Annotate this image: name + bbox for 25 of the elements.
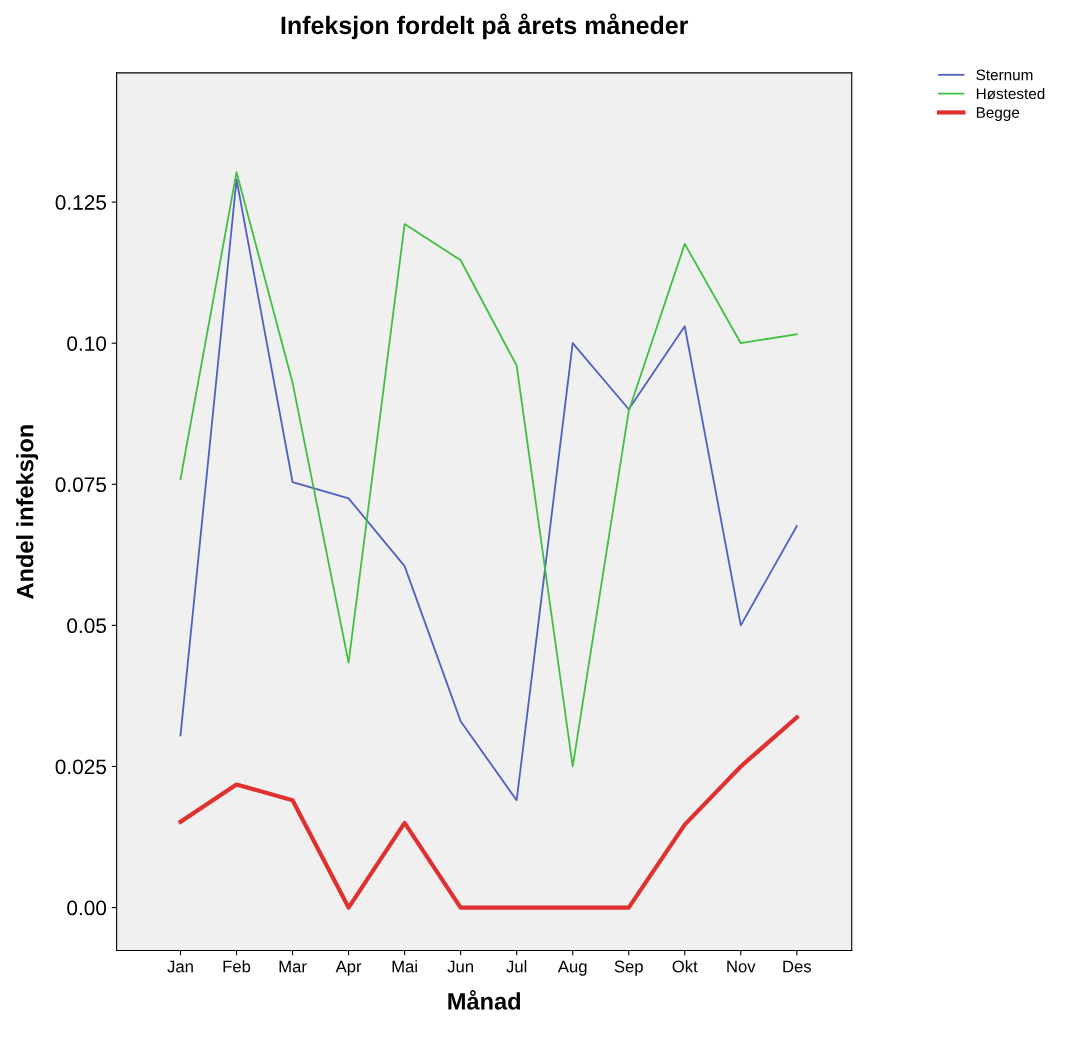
chart-title: Infeksjon fordelt på årets måneder bbox=[281, 13, 689, 40]
line-series bbox=[178, 715, 799, 910]
x-tick-label: Aug bbox=[557, 960, 587, 976]
y-tick-label: 0.10 bbox=[67, 336, 107, 351]
x-tick-label: Nov bbox=[727, 960, 756, 973]
x-tick-label: Mai bbox=[392, 960, 417, 973]
x-tick-label: Des bbox=[783, 960, 812, 973]
y-tick-label: 0.05 bbox=[67, 618, 107, 634]
y-tick-label: 0.125 bbox=[55, 195, 107, 210]
x-tick-label: Okt bbox=[672, 960, 698, 973]
x-tick-label: Feb bbox=[223, 960, 251, 973]
y-tick-label: 0.075 bbox=[55, 477, 107, 493]
legend-label: Høstested bbox=[976, 87, 1045, 100]
x-axis-title: Månad bbox=[448, 990, 521, 1010]
x-tick-label: Jan bbox=[167, 960, 193, 973]
x-tick-label: Mar bbox=[279, 960, 307, 973]
legend-label: Begge bbox=[976, 107, 1020, 121]
x-tick-label: Sep bbox=[614, 960, 643, 976]
x-tick-label: Jun bbox=[447, 960, 473, 973]
y-tick-label: 0.025 bbox=[55, 759, 107, 775]
y-axis-title: Andel infeksjon bbox=[16, 425, 39, 599]
legend-label: Sternum bbox=[976, 69, 1033, 81]
x-tick-label: Jul bbox=[506, 960, 527, 973]
y-tick-label: 0.00 bbox=[67, 900, 107, 916]
x-tick-label: Apr bbox=[335, 960, 362, 976]
